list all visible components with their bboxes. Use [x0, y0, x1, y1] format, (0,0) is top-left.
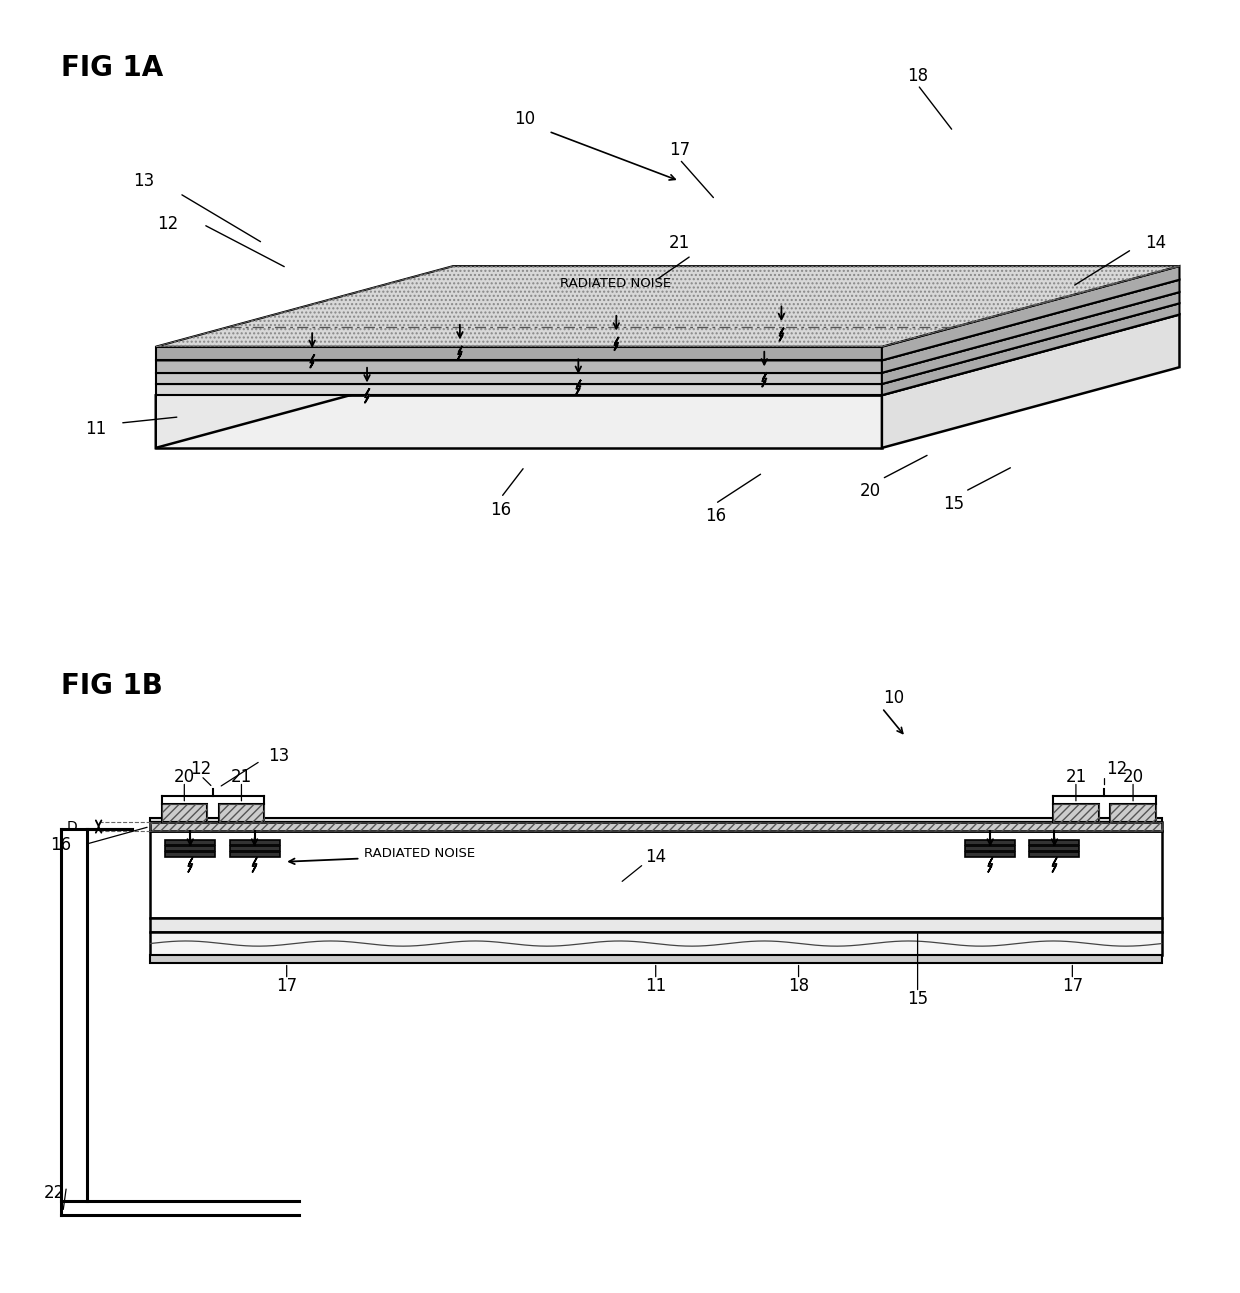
Text: 15: 15: [906, 990, 929, 1007]
Bar: [1029, 852, 1080, 856]
Bar: [965, 846, 1016, 851]
Bar: [1029, 846, 1080, 851]
Text: 21: 21: [231, 768, 252, 786]
Polygon shape: [1053, 859, 1056, 871]
Bar: [229, 852, 279, 856]
Bar: [165, 840, 216, 846]
Polygon shape: [310, 356, 314, 367]
Text: 14: 14: [1145, 234, 1167, 252]
Bar: [150, 932, 1162, 954]
Text: 14: 14: [645, 848, 666, 866]
Text: FIG 1B: FIG 1B: [61, 672, 162, 701]
Polygon shape: [763, 374, 766, 387]
Bar: [965, 840, 1016, 846]
Bar: [229, 846, 279, 851]
Bar: [150, 817, 1162, 822]
Polygon shape: [882, 266, 1179, 361]
Text: 20: 20: [859, 482, 880, 500]
Polygon shape: [988, 859, 992, 871]
Text: D: D: [67, 820, 78, 834]
Text: 17: 17: [668, 141, 691, 159]
Text: 22: 22: [43, 1184, 66, 1201]
Polygon shape: [614, 337, 619, 350]
Bar: [165, 852, 216, 856]
Polygon shape: [156, 292, 1179, 372]
Polygon shape: [882, 314, 1179, 447]
Polygon shape: [882, 292, 1179, 384]
Text: 11: 11: [86, 420, 107, 438]
Polygon shape: [458, 347, 461, 359]
Text: 12: 12: [191, 760, 212, 778]
Bar: [229, 840, 279, 846]
Text: 10: 10: [515, 110, 536, 128]
Bar: [965, 852, 1016, 856]
Bar: [218, 804, 264, 822]
Polygon shape: [188, 859, 192, 871]
Text: 21: 21: [668, 234, 691, 252]
Text: 17: 17: [277, 978, 298, 994]
Polygon shape: [156, 279, 1179, 361]
Text: FIG 1A: FIG 1A: [61, 54, 162, 81]
Text: RADIATED NOISE: RADIATED NOISE: [560, 277, 672, 290]
Polygon shape: [156, 347, 882, 361]
Text: 16: 16: [50, 835, 71, 853]
Bar: [161, 804, 207, 822]
Polygon shape: [365, 389, 370, 402]
Polygon shape: [882, 304, 1179, 396]
Text: 15: 15: [942, 495, 963, 513]
Bar: [150, 822, 1162, 830]
Polygon shape: [156, 314, 1179, 396]
Bar: [1111, 804, 1156, 822]
Bar: [1029, 840, 1080, 846]
Text: 13: 13: [133, 172, 155, 190]
Text: RADIATED NOISE: RADIATED NOISE: [365, 847, 475, 860]
Bar: [150, 830, 1162, 918]
Text: 11: 11: [645, 978, 666, 994]
Polygon shape: [577, 380, 580, 394]
Bar: [161, 804, 207, 822]
Polygon shape: [156, 314, 454, 447]
Polygon shape: [156, 361, 882, 372]
Polygon shape: [156, 304, 1179, 384]
Polygon shape: [156, 266, 1179, 347]
Text: 18: 18: [906, 66, 929, 84]
Text: 21: 21: [1065, 768, 1086, 786]
Polygon shape: [156, 396, 882, 447]
Bar: [150, 954, 1162, 963]
Text: 18: 18: [787, 978, 810, 994]
Bar: [218, 804, 264, 822]
Text: 20: 20: [174, 768, 195, 786]
Bar: [150, 918, 1162, 932]
Polygon shape: [882, 279, 1179, 372]
Text: 17: 17: [1061, 978, 1083, 994]
Bar: [1053, 804, 1099, 822]
Bar: [150, 822, 1162, 830]
Text: 20: 20: [1122, 768, 1143, 786]
Text: 16: 16: [490, 500, 512, 518]
Polygon shape: [156, 384, 882, 396]
Bar: [1111, 804, 1156, 822]
Text: 12: 12: [1106, 760, 1127, 778]
Text: 10: 10: [883, 689, 904, 707]
Text: 13: 13: [268, 747, 289, 765]
Text: 16: 16: [704, 507, 725, 525]
Bar: [1053, 804, 1099, 822]
Polygon shape: [156, 372, 882, 384]
Polygon shape: [780, 328, 784, 341]
Polygon shape: [253, 859, 257, 871]
Text: 12: 12: [157, 216, 179, 234]
Bar: [165, 846, 216, 851]
